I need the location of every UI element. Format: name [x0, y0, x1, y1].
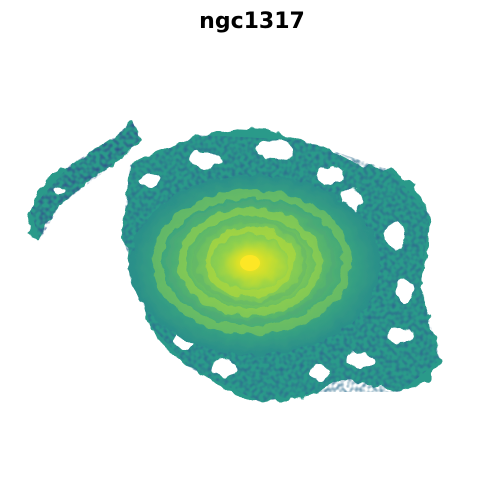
galaxy-core	[224, 243, 276, 283]
disk-gaps	[54, 140, 413, 380]
figure-title: ngc1317	[199, 9, 305, 34]
ring-gaps	[167, 201, 335, 323]
spiral-arms	[152, 189, 352, 335]
